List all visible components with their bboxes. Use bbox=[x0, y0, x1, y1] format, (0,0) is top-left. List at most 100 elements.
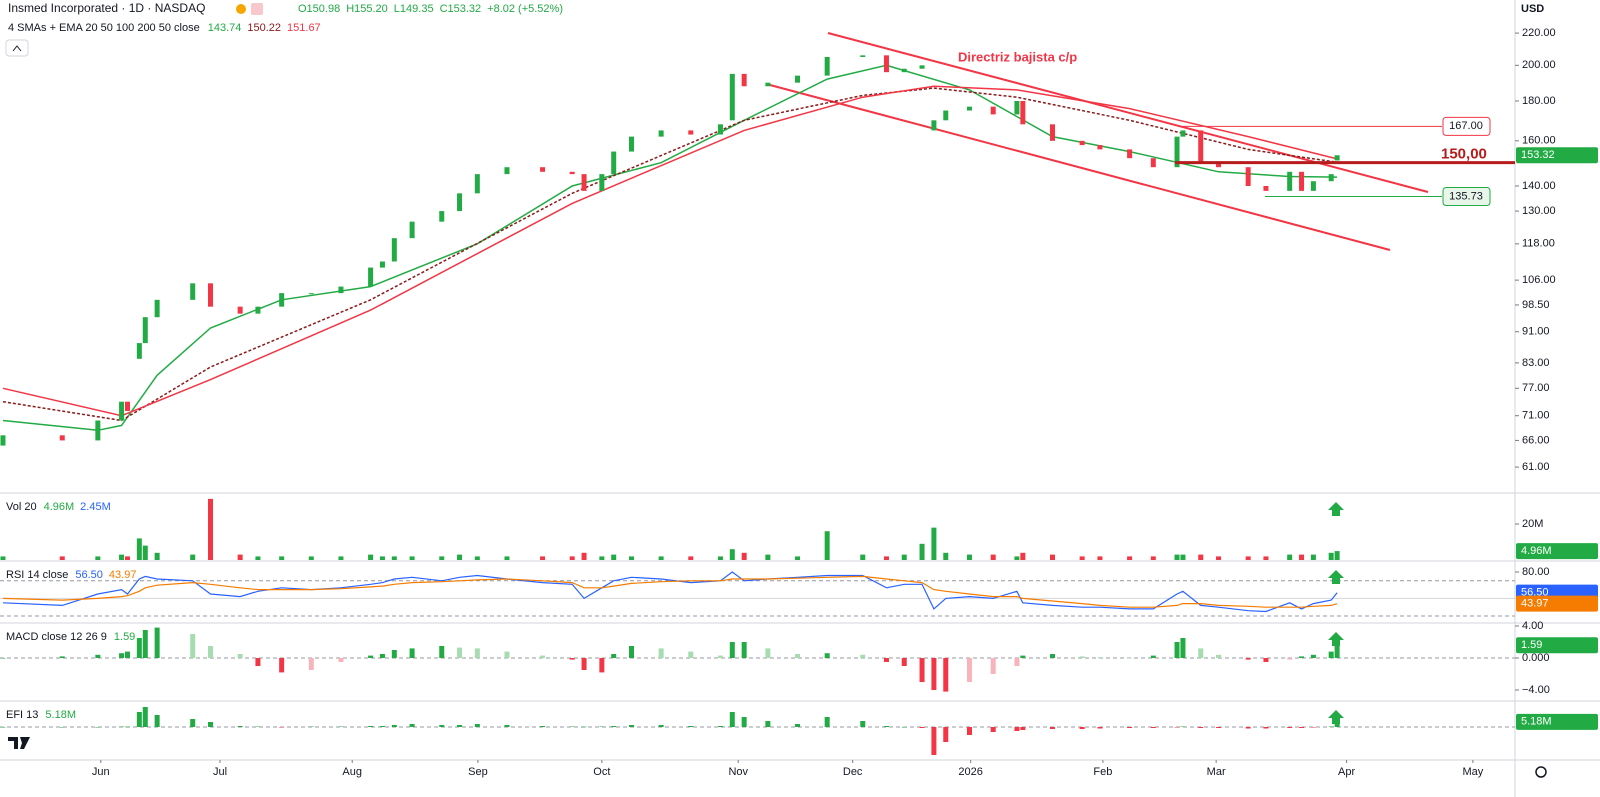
indicator-value: 143.74 bbox=[208, 22, 242, 34]
bar bbox=[569, 556, 575, 560]
bar bbox=[1049, 727, 1055, 729]
settings-icon[interactable] bbox=[1535, 766, 1547, 778]
chart-title: Insmed Incorporated · 1D · NASDAQ bbox=[8, 1, 205, 15]
bar bbox=[599, 556, 605, 560]
pane-legend-value: 4.96M bbox=[44, 501, 75, 513]
signal-arrow bbox=[1328, 570, 1344, 584]
bar bbox=[628, 725, 634, 727]
price-badge-label: 43.97 bbox=[1521, 598, 1549, 610]
bar bbox=[119, 554, 125, 560]
bar bbox=[474, 648, 480, 658]
bar bbox=[1198, 727, 1204, 728]
bar bbox=[1263, 556, 1269, 560]
bar bbox=[919, 727, 925, 728]
bar bbox=[1174, 554, 1180, 560]
bar bbox=[1245, 556, 1251, 560]
indicator-line bbox=[2, 575, 1338, 608]
bar bbox=[207, 498, 213, 560]
candle bbox=[439, 211, 445, 222]
bar bbox=[1328, 726, 1334, 727]
bar bbox=[1014, 727, 1020, 731]
bar bbox=[391, 650, 397, 658]
candle bbox=[824, 56, 830, 76]
bar bbox=[1216, 556, 1222, 560]
x-tick-label: Jul bbox=[213, 766, 227, 778]
bar bbox=[207, 722, 213, 727]
bar bbox=[237, 554, 243, 560]
collapse-button[interactable] bbox=[5, 39, 29, 57]
bar bbox=[599, 658, 605, 673]
bar bbox=[338, 726, 344, 727]
bar bbox=[1020, 655, 1026, 658]
y-tick-label: 130.00 bbox=[1522, 205, 1556, 217]
pane-legend-value: 43.97 bbox=[109, 569, 137, 581]
bar bbox=[457, 647, 463, 658]
bar bbox=[1097, 556, 1103, 560]
bar bbox=[1328, 651, 1334, 658]
bar bbox=[0, 658, 6, 659]
bar bbox=[1174, 727, 1180, 728]
bar bbox=[142, 630, 148, 658]
candle bbox=[795, 75, 801, 83]
y-tick-label: 71.00 bbox=[1522, 410, 1550, 422]
x-tick-label: May bbox=[1463, 766, 1484, 778]
bar bbox=[1328, 552, 1334, 560]
bar bbox=[368, 655, 374, 658]
bar bbox=[1079, 656, 1085, 658]
moving-average bbox=[2, 85, 1338, 417]
bar bbox=[439, 556, 445, 560]
candle bbox=[688, 130, 694, 135]
pane-legend-value: 2.45M bbox=[80, 501, 111, 513]
bar bbox=[1245, 658, 1251, 660]
bar bbox=[990, 727, 996, 732]
bar bbox=[1216, 727, 1222, 728]
bar bbox=[124, 651, 130, 658]
bar bbox=[1198, 648, 1204, 658]
bar bbox=[931, 527, 937, 560]
candle bbox=[1097, 145, 1103, 150]
candle bbox=[883, 55, 889, 73]
bar bbox=[1334, 551, 1340, 560]
pane-title: EFI 13 bbox=[6, 709, 38, 721]
bar bbox=[569, 658, 575, 660]
x-tick-label: Feb bbox=[1093, 766, 1112, 778]
bar bbox=[154, 552, 160, 560]
bar bbox=[95, 556, 101, 560]
bar bbox=[581, 658, 587, 670]
bar bbox=[795, 724, 801, 727]
price-badge bbox=[1516, 713, 1598, 730]
candle bbox=[207, 283, 213, 307]
bar bbox=[207, 646, 213, 658]
bar bbox=[919, 543, 925, 560]
bar bbox=[795, 556, 801, 560]
bar bbox=[439, 725, 445, 727]
bar bbox=[379, 726, 385, 727]
candle bbox=[765, 82, 771, 87]
bar bbox=[765, 648, 771, 658]
bar bbox=[368, 554, 374, 560]
currency[interactable]: USD bbox=[1521, 3, 1544, 15]
bar bbox=[658, 648, 664, 658]
bar bbox=[279, 658, 285, 673]
bar bbox=[255, 556, 261, 560]
bar bbox=[860, 654, 866, 658]
bar bbox=[457, 554, 463, 560]
x-tick-label: Nov bbox=[728, 766, 748, 778]
bar bbox=[943, 727, 949, 742]
bar bbox=[379, 556, 385, 560]
y-tick-label: −4.00 bbox=[1522, 684, 1550, 696]
bar bbox=[0, 727, 6, 728]
candle bbox=[1299, 171, 1305, 191]
y-tick-label: 106.00 bbox=[1522, 274, 1556, 286]
bar bbox=[860, 721, 866, 727]
bar bbox=[1310, 654, 1316, 658]
bar bbox=[1263, 658, 1269, 662]
logo bbox=[8, 737, 30, 749]
candle bbox=[1174, 136, 1180, 168]
bar bbox=[142, 545, 148, 560]
candle bbox=[255, 306, 261, 314]
bar bbox=[237, 654, 243, 658]
bar bbox=[95, 727, 101, 728]
trend-line bbox=[769, 84, 1391, 251]
